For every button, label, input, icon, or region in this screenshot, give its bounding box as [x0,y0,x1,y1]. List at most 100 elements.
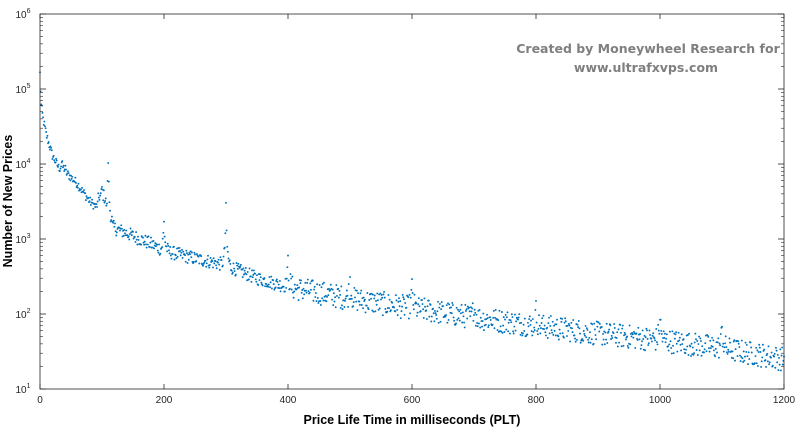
data-point [181,256,184,259]
data-point [433,320,436,323]
data-point [182,250,185,253]
data-point [376,292,379,295]
data-point [434,312,437,315]
data-point [402,296,405,299]
data-point [673,337,676,340]
data-point [337,296,340,299]
data-point [457,317,460,320]
data-point [289,273,292,276]
data-point [396,308,399,311]
data-point [105,204,108,207]
data-point [665,333,668,336]
data-point [650,340,653,343]
data-point [559,332,562,335]
data-point [402,298,405,301]
data-point [567,329,570,332]
data-point [588,336,591,339]
data-point [627,346,630,349]
data-point [576,323,579,326]
data-point [287,254,289,257]
plot-area [40,14,784,389]
data-point [667,345,670,348]
data-point [567,322,570,325]
data-point [766,352,769,355]
data-point [620,345,623,348]
data-point [140,243,143,246]
data-point [674,333,677,336]
data-point [468,310,471,313]
data-point [258,279,261,282]
data-point [692,353,695,356]
data-point [388,298,391,301]
data-point [512,330,515,333]
data-point [660,332,663,335]
data-point [106,202,108,205]
data-point [688,332,691,335]
data-point [778,356,780,359]
data-point [314,292,317,294]
x-tick-label: 400 [280,395,297,406]
data-point [493,327,496,330]
data-point [589,341,592,344]
data-point [236,267,239,270]
data-point [690,355,692,357]
data-point [660,329,663,332]
data-point [756,349,759,352]
data-point [209,257,212,259]
data-point [83,189,85,191]
data-point [465,308,468,311]
data-point [668,343,671,346]
data-point [321,282,324,285]
data-point [491,323,494,326]
data-point [487,324,490,327]
data-point [527,325,530,328]
data-point [237,262,240,265]
data-point [61,166,64,169]
data-point [686,345,689,348]
data-point [624,333,627,336]
data-point [655,328,658,330]
data-point [185,249,188,252]
data-point [463,321,466,324]
data-point [696,354,699,356]
data-point [79,188,82,191]
data-point [166,242,169,245]
data-point [218,263,221,266]
data-point [417,303,420,306]
data-point [215,267,218,270]
data-point [200,255,203,258]
data-point [360,304,363,306]
data-point [413,293,416,296]
data-point [604,331,607,334]
data-point [670,352,673,355]
data-point [267,283,270,286]
data-point [417,297,420,300]
data-point [430,320,433,323]
data-point [347,283,350,286]
data-point [438,306,441,309]
data-point [168,249,170,252]
data-point [568,324,571,327]
data-point [455,306,458,309]
data-point [389,309,392,312]
data-point [194,253,196,256]
data-point [97,192,100,195]
data-point [571,327,573,330]
data-point [331,298,333,301]
data-point [132,230,134,233]
data-point [302,287,305,290]
data-point [265,283,268,285]
data-point [84,192,87,195]
data-point [555,323,558,326]
data-point [198,262,201,265]
data-point [153,247,156,250]
data-point [570,321,573,324]
y-tick-label: 101 [15,383,30,396]
data-point [626,335,629,338]
data-point [714,355,717,358]
data-point [686,334,689,336]
data-point [667,349,670,352]
data-point [540,327,542,330]
data-point [110,215,113,218]
data-point [223,246,226,249]
